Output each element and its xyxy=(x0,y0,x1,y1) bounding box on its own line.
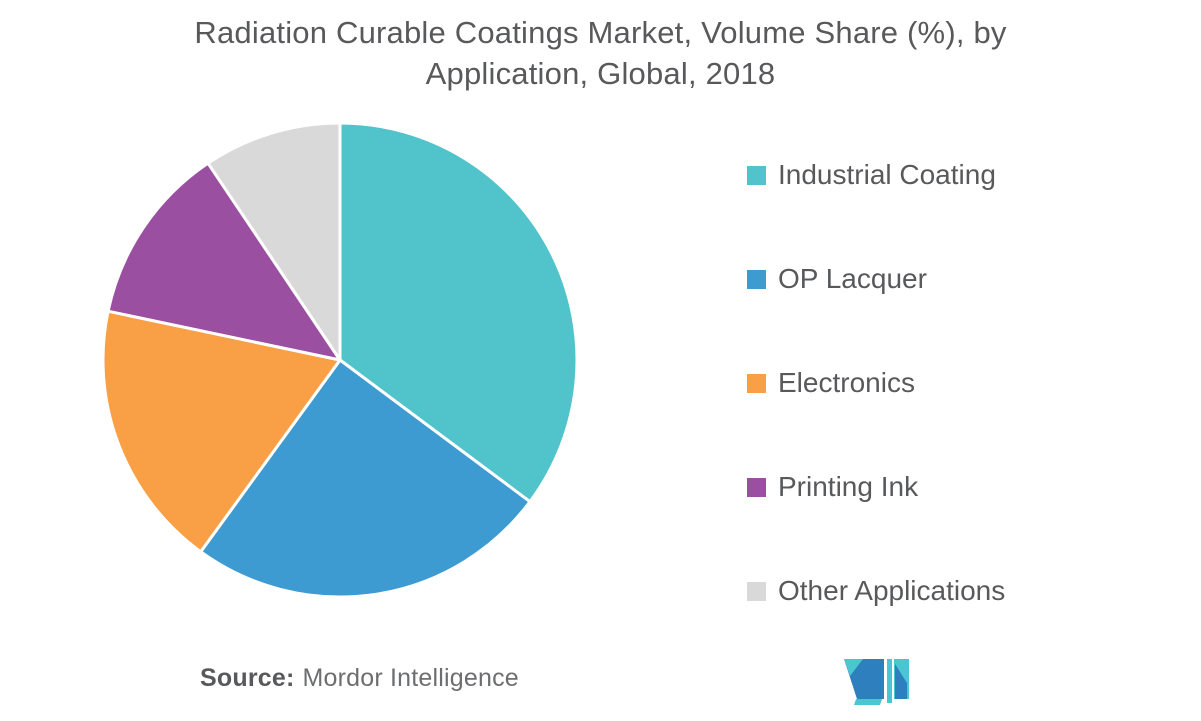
chart-title-line2: Application, Global, 2018 xyxy=(425,56,776,91)
pie-slice-electronics xyxy=(101,309,342,554)
legend-label: Industrial Coating xyxy=(778,159,996,190)
pie-chart xyxy=(101,121,579,599)
legend-swatch xyxy=(747,165,766,185)
source-label: Source: xyxy=(200,664,295,692)
legend-item-industrial-coating: Industrial Coating xyxy=(747,159,1005,190)
pie-slice-op-lacquer xyxy=(199,358,532,599)
mordor-intelligence-logo xyxy=(844,659,909,705)
legend: Industrial Coating OP Lacquer Electronics P… xyxy=(747,159,1006,606)
source-text: Mordor Intelligence xyxy=(302,664,519,692)
logo-teal-middle-bar xyxy=(887,659,892,703)
pie-slice-printing-ink xyxy=(106,161,342,362)
source-line: Source: Mordor Intelligence xyxy=(200,664,519,693)
legend-label: Other Applications xyxy=(778,575,1006,606)
legend-label: Printing Ink xyxy=(778,471,919,502)
pie-slice-industrial-coating xyxy=(338,121,579,504)
legend-item-printing-ink: Printing Ink xyxy=(747,471,1005,502)
chart-title-line1: Radiation Curable Coatings Market, Volum… xyxy=(194,15,1007,50)
logo-teal-base-strip xyxy=(854,699,882,705)
legend-swatch xyxy=(747,581,766,601)
logo-teal-triangle xyxy=(844,659,863,676)
legend-swatch xyxy=(747,477,766,497)
legend-item-op-lacquer: OP Lacquer xyxy=(747,263,1005,294)
legend-swatch xyxy=(747,269,766,289)
logo-i-blue-triangle xyxy=(895,664,907,699)
legend-label: OP Lacquer xyxy=(778,263,927,294)
legend-item-electronics: Electronics xyxy=(747,367,1005,398)
legend-swatch xyxy=(747,373,766,393)
legend-item-other-applications: Other Applications xyxy=(747,575,1006,606)
chart-title: Radiation Curable Coatings Market, Volum… xyxy=(0,12,1201,94)
legend-label: Electronics xyxy=(778,367,915,398)
pie-slice-other-applications xyxy=(206,121,342,362)
